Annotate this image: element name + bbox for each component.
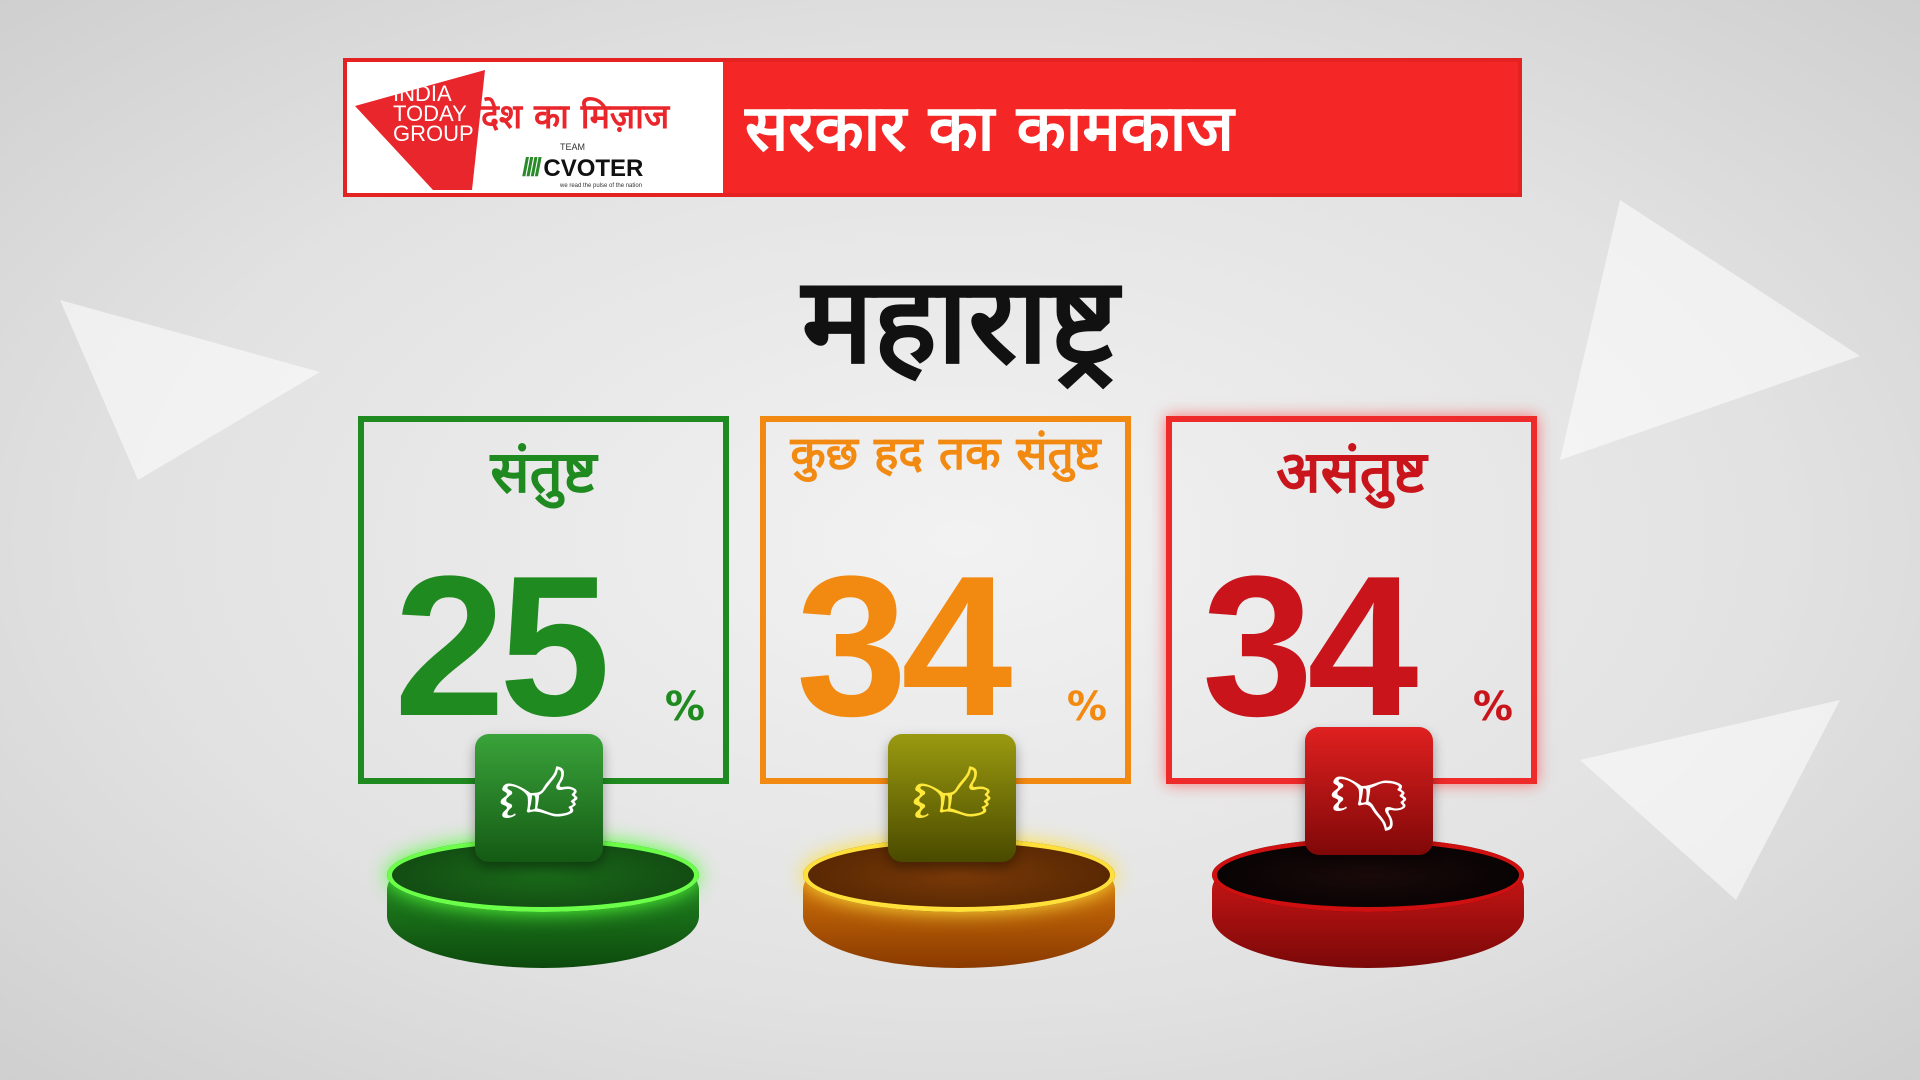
header-title: सरकार का कामकाज [745,92,1234,166]
cvoter-bars-icon: //// [522,152,542,182]
thumbs-up-icon: 👍︎ [888,734,1016,862]
result-label: असंतुष्ट [1276,438,1427,506]
result-card-satisfied: संतुष्ट 25 % [358,416,729,784]
result-unit: % [1066,684,1107,730]
thumbs-down-icon: 👎︎ [1305,727,1433,855]
thumbs-up-icon: 👍︎ [475,734,603,862]
cvoter-name: CVOTER [543,155,644,182]
background-shard [1580,700,1840,900]
result-value: 34 [796,535,1012,758]
result-label: संतुष्ट [490,438,597,506]
result-label: कुछ हद तक संतुष्ट [790,426,1101,480]
cvoter-team: TEAM [560,142,586,152]
header-banner: INDIA TODAY GROUP देश का मिज़ाज TEAM //// … [343,58,1522,197]
india-today-group-logo: INDIA TODAY GROUP [355,70,485,190]
podium-red [1212,838,1524,968]
cvoter-logo: TEAM //// CVOTER we read the pulse of th… [522,142,643,189]
result-unit: % [664,684,705,730]
result-value: 34 [1202,535,1418,758]
cvoter-tagline: we read the pulse of the nation [560,183,643,189]
program-name: देश का मिज़ाज [481,97,670,137]
logo-area: INDIA TODAY GROUP देश का मिज़ाज TEAM //// … [347,62,723,193]
result-card-dissatisfied: असंतुष्ट 34 % [1166,416,1537,784]
result-card-somewhat-satisfied: कुछ हद तक संतुष्ट 34 % [760,416,1131,784]
result-unit: % [1472,684,1513,730]
result-value: 25 [394,535,610,758]
state-title: महाराष्ट्र [801,252,1119,391]
